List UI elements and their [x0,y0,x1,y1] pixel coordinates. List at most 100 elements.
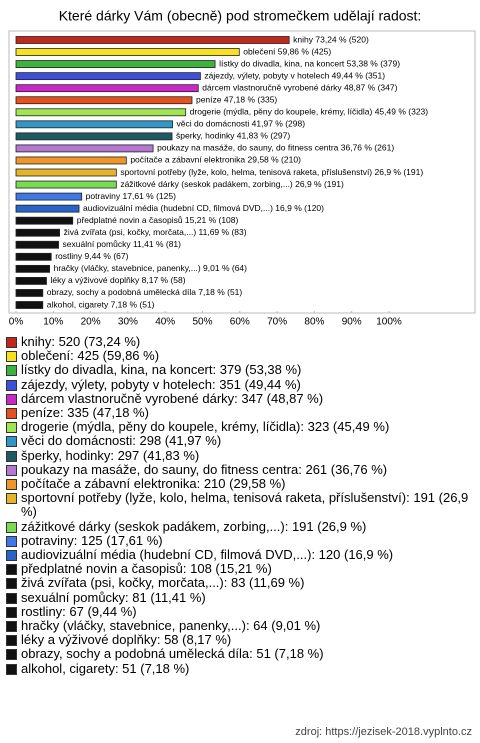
bar [15,96,193,105]
bar-label: živá zvířata (psi, kočky, morčata,...) 1… [64,227,247,237]
x-tick-label: 100% [376,317,402,328]
legend-label: lístky do divadla, kina, na koncert: 379… [21,362,302,378]
bar-label: oblečení 59,86 % (425) [243,46,331,56]
x-tick-label: 90% [342,317,362,328]
legend-swatch [6,436,17,448]
bar [15,264,51,273]
legend-label: hračky (vláčky, stavebnice, panenky,...)… [21,618,321,634]
legend-label: rostliny: 67 (9,44 %) [21,603,137,619]
bar-label: předplatné novin a časopisů 15,21 % (108… [77,215,239,225]
legend-item: šperky, hodinky: 297 (41,83 %) [6,447,474,463]
bar [15,48,240,56]
bar-label: dárcem vlastnoručně vyrobené dárky 48,87… [202,82,397,92]
legend-label: léky a výživové doplňky: 58 (8,17 %) [21,632,232,648]
source: zdroj: https://jezisek-2018.vyplnto.cz [295,726,472,738]
legend-swatch [6,408,17,420]
legend-swatch [6,479,17,491]
x-tick-label: 40% [155,317,175,328]
legend-label: drogerie (mýdla, pěny do koupele, krémy,… [21,419,390,435]
legend-swatch [6,535,17,547]
bar [15,192,83,201]
bar [15,204,80,213]
bar [15,60,216,68]
bar-label: alkohol, cigarety 7,18 % (51) [47,299,155,309]
x-tick-label: 30% [118,317,138,328]
legend-swatch [6,649,17,661]
legend-label: zájezdy, výlety, pobyty v hotelech: 351 … [21,376,301,392]
bar-label: lístky do divadla, kina, na koncert 53,3… [219,58,400,68]
bar [15,132,173,141]
bar-label: poukazy na masáže, do sauny, do fitness … [157,143,394,153]
x-tick-label: 10% [43,317,63,328]
legend-label: audiovizuální média (hudební CD, filmová… [21,547,394,563]
legend-swatch [6,564,17,576]
bar [15,228,61,237]
bar [15,240,59,249]
legend-item: hračky (vláčky, stavebnice, panenky,...)… [6,618,474,634]
legend-label: počítače a zábavní elektronika: 210 (29,… [21,476,286,492]
legend-label: předplatné novin a časopisů: 108 (15,21 … [21,561,272,577]
legend-swatch [6,606,17,618]
legend-item: knihy: 520 (73,24 %) [6,334,474,349]
bar [15,108,187,117]
bar-label: šperky, hodinky 41,83 % (297) [176,131,290,141]
chart: Které dárky Vám (obecně) pod stromečkem … [8,8,476,328]
legend-item: věci do domácnosti: 298 (41,97 %) [6,434,474,448]
bar-label: sportovní potřeby (lyže, kolo, helma, te… [120,167,423,177]
legend-item: sexuální pomůcky: 81 (11,41 %) [6,590,474,605]
legend-label: alkohol, cigarety: 51 (7,18 %) [21,660,190,676]
legend-label: šperky, hodinky: 297 (41,83 %) [21,447,200,463]
legend-swatch [6,422,17,434]
x-tick-label: 50% [192,317,212,328]
legend-label: živá zvířata (psi, kočky, morčata,...): … [21,575,305,591]
bar-label: potraviny 17,61 % (125) [86,191,176,201]
bar [15,120,173,129]
legend: knihy: 520 (73,24 %) oblečení: 425 (59,86… [6,334,474,676]
legend-label: poukazy na masáže, do sauny, do fitness … [21,461,388,477]
legend-item: rostliny: 67 (9,44 %) [6,603,474,619]
legend-swatch [6,663,17,675]
bar-label: audiovizuální média (hudební CD, filmová… [83,203,324,213]
legend-item: předplatné novin a časopisů: 108 (15,21 … [6,562,474,576]
bar [15,277,47,285]
legend-item: oblečení: 425 (59,86 %) [6,349,474,363]
bar [15,289,44,297]
bar [15,72,201,81]
x-tick-label: 70% [267,317,287,328]
bar-label: knihy 73,24 % (520) [293,34,369,44]
bar [15,216,74,225]
legend-label: zážitkové dárky (seskok padákem, zorbing… [21,518,367,534]
bar-label: věci do domácnosti 41,97 % (298) [177,119,306,129]
bar-label: drogerie (mýdla, pěny do koupele, krémy,… [190,107,429,117]
bar-label: léky a výživové doplňky 8,17 % (58) [50,275,185,285]
legend-swatch [6,621,17,633]
chart-title: Které dárky Vám (obecně) pod stromečkem … [59,8,422,24]
x-tick-label: 80% [304,317,324,328]
legend-swatch [6,450,17,462]
bar [15,144,154,153]
legend-swatch [6,464,17,476]
legend-swatch [6,578,17,590]
bar-label: hračky (vláčky, stavebnice, panenky,...)… [54,263,248,273]
legend-item: drogerie (mýdla, pěny do koupele, krémy,… [6,420,474,434]
legend-label: potraviny: 125 (17,61 %) [21,532,163,548]
legend-item: léky a výživové doplňky: 58 (8,17 %) [6,633,474,647]
legend-swatch [6,337,17,348]
bar-label: peníze 47,18 % (335) [196,94,277,104]
bar [15,84,199,93]
legend-item: zážitkové dárky (seskok padákem, zorbing… [6,518,474,534]
legend-swatch [6,635,17,647]
legend-label: knihy: 520 (73,24 %) [21,334,141,349]
legend-label: obrazy, sochy a podobná umělecká díla: 5… [21,646,324,662]
legend-item: zájezdy, výlety, pobyty v hotelech: 351 … [6,376,474,392]
legend-label: sportovní potřeby (lyže, kolo, helma, te… [21,490,469,520]
bar-label: obrazy, sochy a podobná umělecká díla 7,… [47,287,243,297]
legend-label: oblečení: 425 (59,86 %) [21,348,160,364]
bar-label: zážitkové dárky (seskok padákem, zorbing… [120,179,344,189]
legend-item: dárcem vlastnoručně vyrobené dárky: 347 … [6,391,474,406]
bar [15,156,127,165]
legend-swatch [6,521,17,533]
legend-label: peníze: 335 (47,18 %) [21,405,149,421]
legend-item: peníze: 335 (47,18 %) [6,405,474,421]
